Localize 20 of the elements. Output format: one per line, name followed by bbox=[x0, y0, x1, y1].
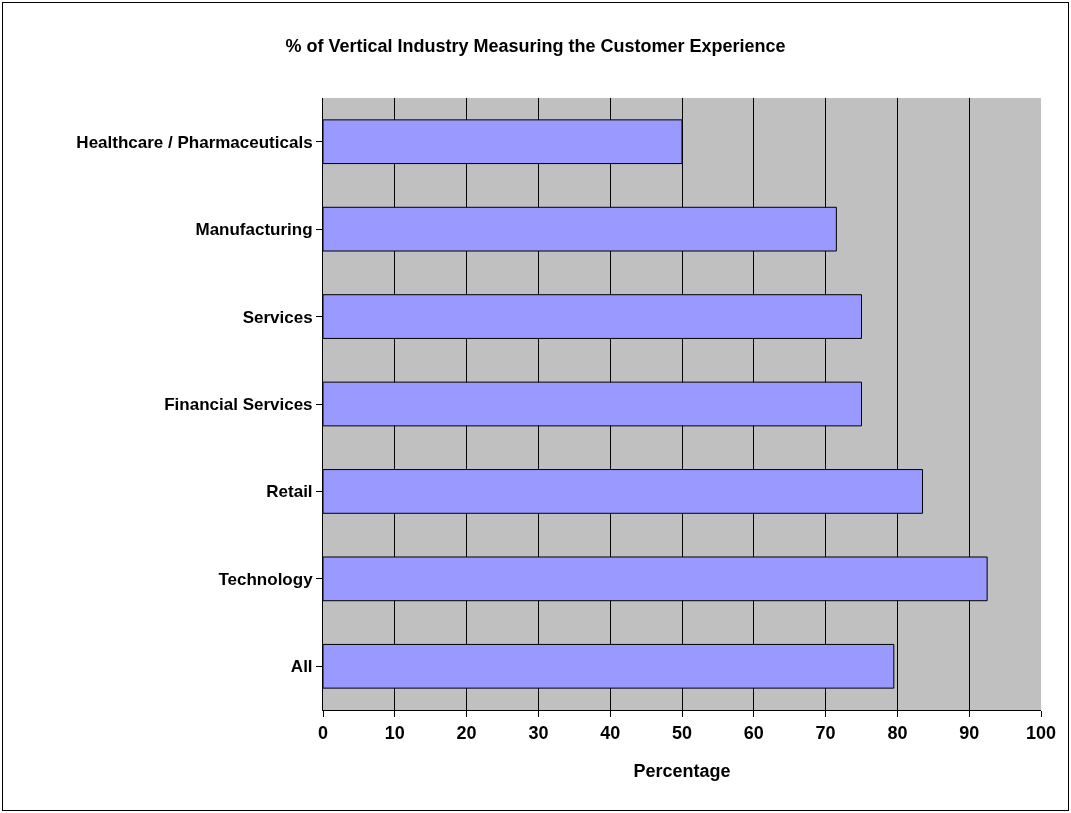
y-tick-label: Technology bbox=[218, 569, 314, 589]
x-tick-label: 50 bbox=[671, 722, 693, 743]
x-tick-label: 30 bbox=[528, 722, 549, 743]
x-tick-label: 90 bbox=[959, 722, 980, 743]
x-tick-label: 40 bbox=[600, 722, 621, 743]
y-tick-label: Financial Services bbox=[164, 394, 313, 414]
x-tick-label: 80 bbox=[887, 722, 908, 743]
y-tick-label: Retail bbox=[266, 482, 313, 502]
x-tick-label: 10 bbox=[384, 722, 405, 743]
x-tick-label: 0 bbox=[317, 722, 329, 743]
x-tick-label: 60 bbox=[743, 722, 764, 743]
y-tick-label: Healthcare / Pharmaceuticals bbox=[76, 132, 313, 152]
chart-title: % of Vertical Industry Measuring the Customer Experience bbox=[285, 35, 786, 56]
x-tick-label: 100 bbox=[1025, 722, 1057, 743]
x-tick-label: 70 bbox=[815, 722, 836, 743]
y-tick-label: Services bbox=[242, 307, 313, 327]
x-tick-label: 20 bbox=[456, 722, 477, 743]
x-axis-title: Percentage bbox=[633, 760, 731, 781]
y-tick-label: All bbox=[290, 657, 313, 677]
y-tick-label: Manufacturing bbox=[195, 220, 313, 240]
